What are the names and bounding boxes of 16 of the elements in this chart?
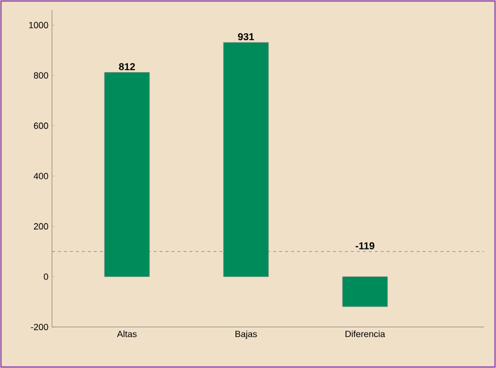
bar	[223, 42, 269, 277]
y-tick-label: 800	[34, 72, 48, 79]
data-label: -119	[356, 242, 374, 250]
bar	[104, 72, 150, 277]
y-tick-label: 1000	[29, 22, 48, 28]
y-tick-label: 400	[34, 172, 48, 180]
y-tick-label: 0	[44, 274, 48, 280]
y-tick-label: -200	[30, 324, 48, 330]
bar	[342, 276, 388, 307]
data-label: 812	[118, 63, 135, 70]
x-tick-label: Bajas	[236, 330, 257, 339]
y-tick-label: 200	[34, 223, 48, 230]
data-label: 931	[238, 33, 254, 40]
x-tick-label: Diferencia	[346, 330, 386, 338]
y-tick-label: 600	[34, 122, 48, 129]
x-tick-label: Altas	[117, 330, 137, 338]
